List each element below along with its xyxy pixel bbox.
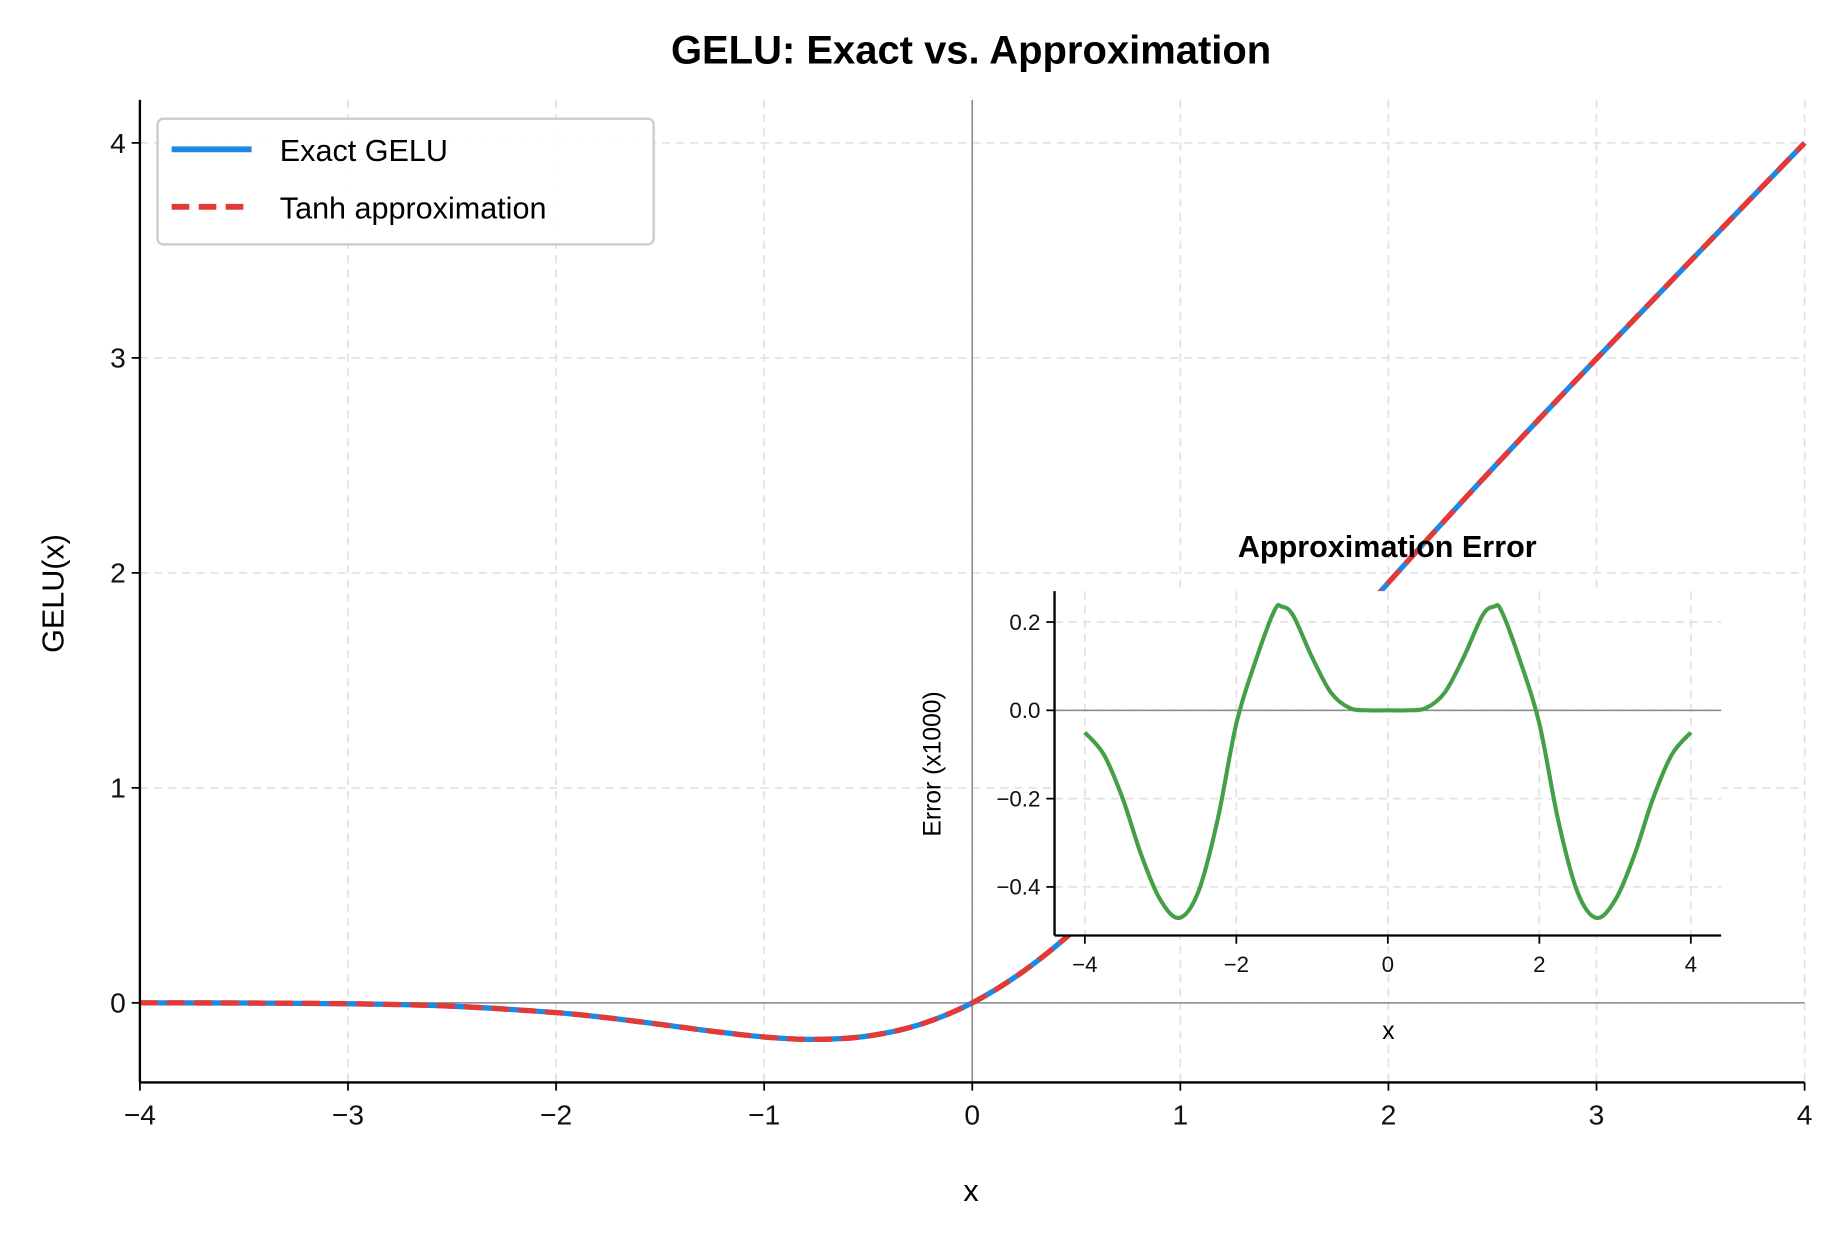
- y-tick-label: 2: [110, 557, 126, 589]
- x-tick-label: 2: [1381, 1099, 1397, 1131]
- x-tick-label: 4: [1797, 1099, 1813, 1131]
- series-line-error: [1083, 603, 1693, 920]
- x-tick-label: 0: [1382, 952, 1394, 977]
- y-tick-label: 1: [110, 772, 126, 804]
- x-tick-label: 1: [1172, 1099, 1188, 1131]
- x-tick-label: −3: [332, 1099, 364, 1131]
- x-tick-label: 0: [964, 1099, 980, 1131]
- x-tick-label: −1: [748, 1099, 780, 1131]
- inset-y-label: Error (x1000): [920, 691, 947, 836]
- x-tick-label: 4: [1685, 952, 1697, 977]
- y-tick-label: −0.2: [996, 786, 1040, 811]
- main-axes: −4 −3 −2 −1 0 1 2 3 4 0 1 2 3 4: [110, 99, 1813, 1131]
- chart-title: GELU: Exact vs. Approximation: [671, 28, 1271, 72]
- inset-title: Approximation Error: [1238, 530, 1537, 564]
- x-tick-label: −2: [540, 1099, 572, 1131]
- inset-x-label: x: [1382, 1018, 1395, 1045]
- series-line-tanh-approximation: [139, 141, 1807, 1043]
- legend-label-tanh: Tanh approximation: [280, 192, 547, 226]
- x-tick-label: −4: [1072, 952, 1097, 977]
- y-tick-label: 3: [110, 342, 126, 374]
- legend-label-exact: Exact GELU: [280, 134, 448, 168]
- x-tick-label: 2: [1533, 952, 1545, 977]
- legend: Exact GELU Tanh approximation: [156, 117, 655, 246]
- y-tick-label: −0.4: [996, 875, 1040, 900]
- y-axis-label: GELU(x): [36, 534, 70, 653]
- y-tick-label: 4: [110, 127, 126, 159]
- x-tick-label: −4: [124, 1099, 156, 1131]
- x-axis-label: x: [963, 1174, 978, 1208]
- y-tick-label: 0: [110, 987, 126, 1019]
- x-tick-label: 3: [1589, 1099, 1605, 1131]
- y-tick-label: 0.2: [1009, 610, 1040, 635]
- x-tick-label: −2: [1224, 952, 1249, 977]
- y-tick-label: 0.0: [1009, 698, 1040, 723]
- inset-axes: −4 −2 0 2 4 0.2 0.0 −0.2 −0.4: [996, 591, 1722, 977]
